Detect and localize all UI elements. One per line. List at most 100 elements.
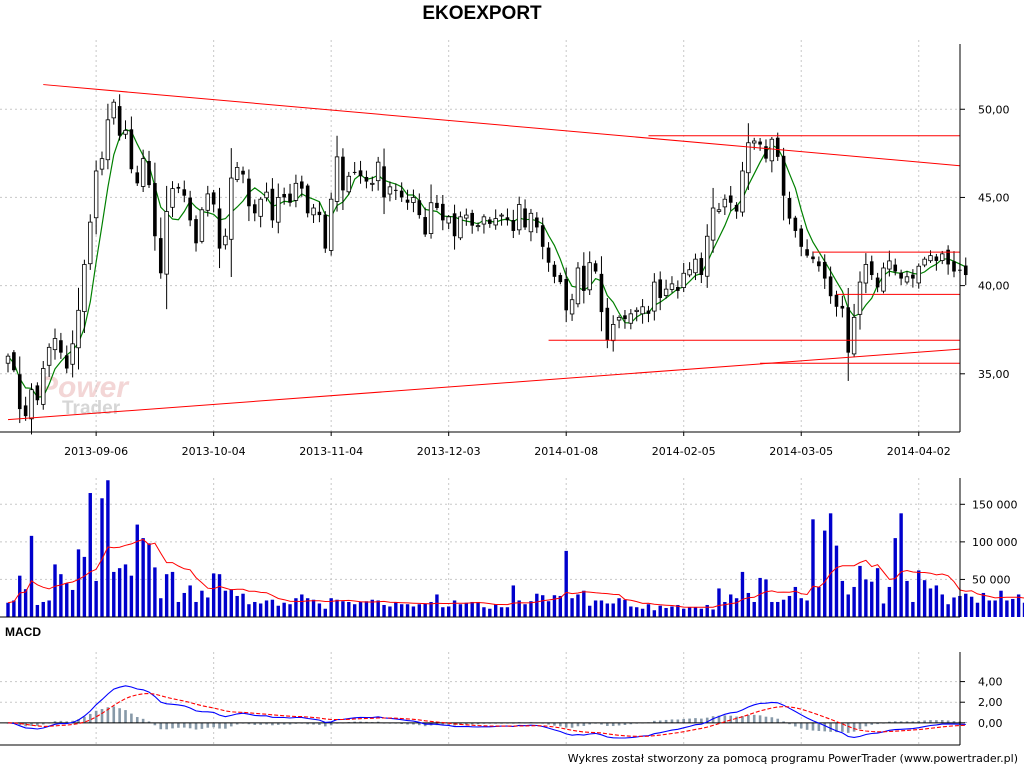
candle-body-down (176, 186, 181, 189)
candle-body-down (952, 261, 956, 272)
volume-bar (582, 590, 586, 617)
candle (963, 257, 968, 286)
candle (217, 187, 222, 269)
candle-body-up (82, 264, 87, 312)
macd-histogram-bar (553, 722, 556, 726)
macd-histogram-bar (77, 719, 80, 723)
macd-histogram-bar (182, 722, 186, 728)
candle-body-up (475, 225, 481, 228)
macd-histogram-bar (729, 715, 733, 723)
volume-bar (12, 600, 16, 617)
candle-body-up (587, 262, 592, 291)
candle (488, 216, 492, 228)
candle-body-down (840, 305, 845, 309)
candle (540, 217, 545, 260)
volume-bar (570, 598, 574, 617)
candle (669, 276, 675, 293)
candle-body-down (194, 219, 198, 244)
volume-bar (787, 595, 792, 617)
volume-bar (335, 599, 339, 617)
volume-bar (758, 577, 762, 617)
candle-body-down (64, 355, 69, 369)
macd-histogram-bar (893, 721, 897, 723)
macd-histogram-bar (799, 722, 803, 729)
candle (851, 303, 857, 358)
candle-body-down (764, 146, 768, 159)
macd-histogram-bar (288, 722, 292, 725)
macd-tick-label: 0,00 (978, 717, 1003, 730)
candle (899, 269, 903, 286)
date-tick-label: 2013-11-04 (299, 445, 363, 458)
date-tick-label: 2014-02-05 (652, 445, 716, 458)
candle-body-down (394, 189, 398, 191)
candle (258, 197, 263, 228)
candle-body-down (546, 247, 551, 263)
volume-bar (811, 519, 815, 617)
candle (387, 181, 393, 202)
candle-body-down (869, 261, 874, 276)
candle-body-down (564, 279, 568, 311)
volume-bar (253, 601, 257, 617)
volume-bar (511, 585, 516, 617)
volume-bar (211, 573, 216, 617)
candle (552, 261, 557, 284)
candle (129, 116, 134, 174)
macd-histogram-bar (688, 718, 691, 723)
volume-bar (934, 585, 939, 617)
candle (105, 103, 111, 170)
volume-bar (493, 604, 498, 617)
candle-body-down (241, 170, 245, 175)
candle (428, 184, 434, 239)
candle (276, 183, 281, 234)
candle-body-up (575, 267, 581, 305)
candle-body-down (305, 185, 310, 214)
candle-body-down (188, 197, 192, 221)
trendline-0 (43, 84, 960, 167)
candle (88, 214, 93, 270)
candle (640, 299, 645, 324)
volume-bar (523, 604, 527, 617)
macd-histogram-bar (71, 720, 74, 723)
price-tick-label: 45,00 (978, 191, 1010, 204)
candle-body-down (17, 374, 22, 410)
volume-panel: 50 000 100 000 150 000 (0, 478, 1024, 618)
macd-histogram-bar (570, 722, 574, 728)
macd-histogram-bar (171, 722, 174, 729)
volume-bar (399, 604, 404, 617)
volume-bar (370, 599, 374, 617)
candle (241, 166, 245, 184)
volume-bar (940, 594, 944, 617)
macd-histogram-bar (130, 713, 133, 723)
candle (182, 180, 187, 203)
candle-body-down (834, 294, 839, 307)
volume-bar (229, 589, 233, 617)
volume-bar (264, 600, 269, 617)
volume-bar (687, 607, 692, 617)
candle-body-down (963, 265, 968, 276)
candle (663, 279, 669, 299)
candle-body-down (934, 256, 939, 261)
macd-histogram-bar (629, 722, 633, 725)
candle-body-down (417, 200, 422, 216)
candle (946, 245, 950, 275)
macd-histogram-bar (194, 722, 198, 730)
macd-histogram-bar (212, 722, 215, 728)
candle (446, 215, 451, 230)
candle-body-down (317, 211, 322, 216)
candle (470, 209, 474, 234)
macd-histogram-bar (823, 722, 827, 732)
volume-bar (482, 607, 486, 617)
macd-histogram-bar (852, 722, 856, 732)
volume-bar (993, 600, 997, 617)
candle (699, 252, 704, 284)
candle (811, 251, 815, 264)
candle-body-up (481, 216, 487, 225)
volume-bar (635, 607, 639, 617)
volume-bar (999, 590, 1003, 617)
macd-histogram-bar (870, 722, 874, 725)
macd-histogram-bar (846, 722, 850, 733)
candle-body-down (646, 310, 651, 314)
volume-tick-label: 150 000 (972, 498, 1018, 511)
volume-bar (893, 538, 897, 617)
candle-body-down (805, 249, 809, 256)
